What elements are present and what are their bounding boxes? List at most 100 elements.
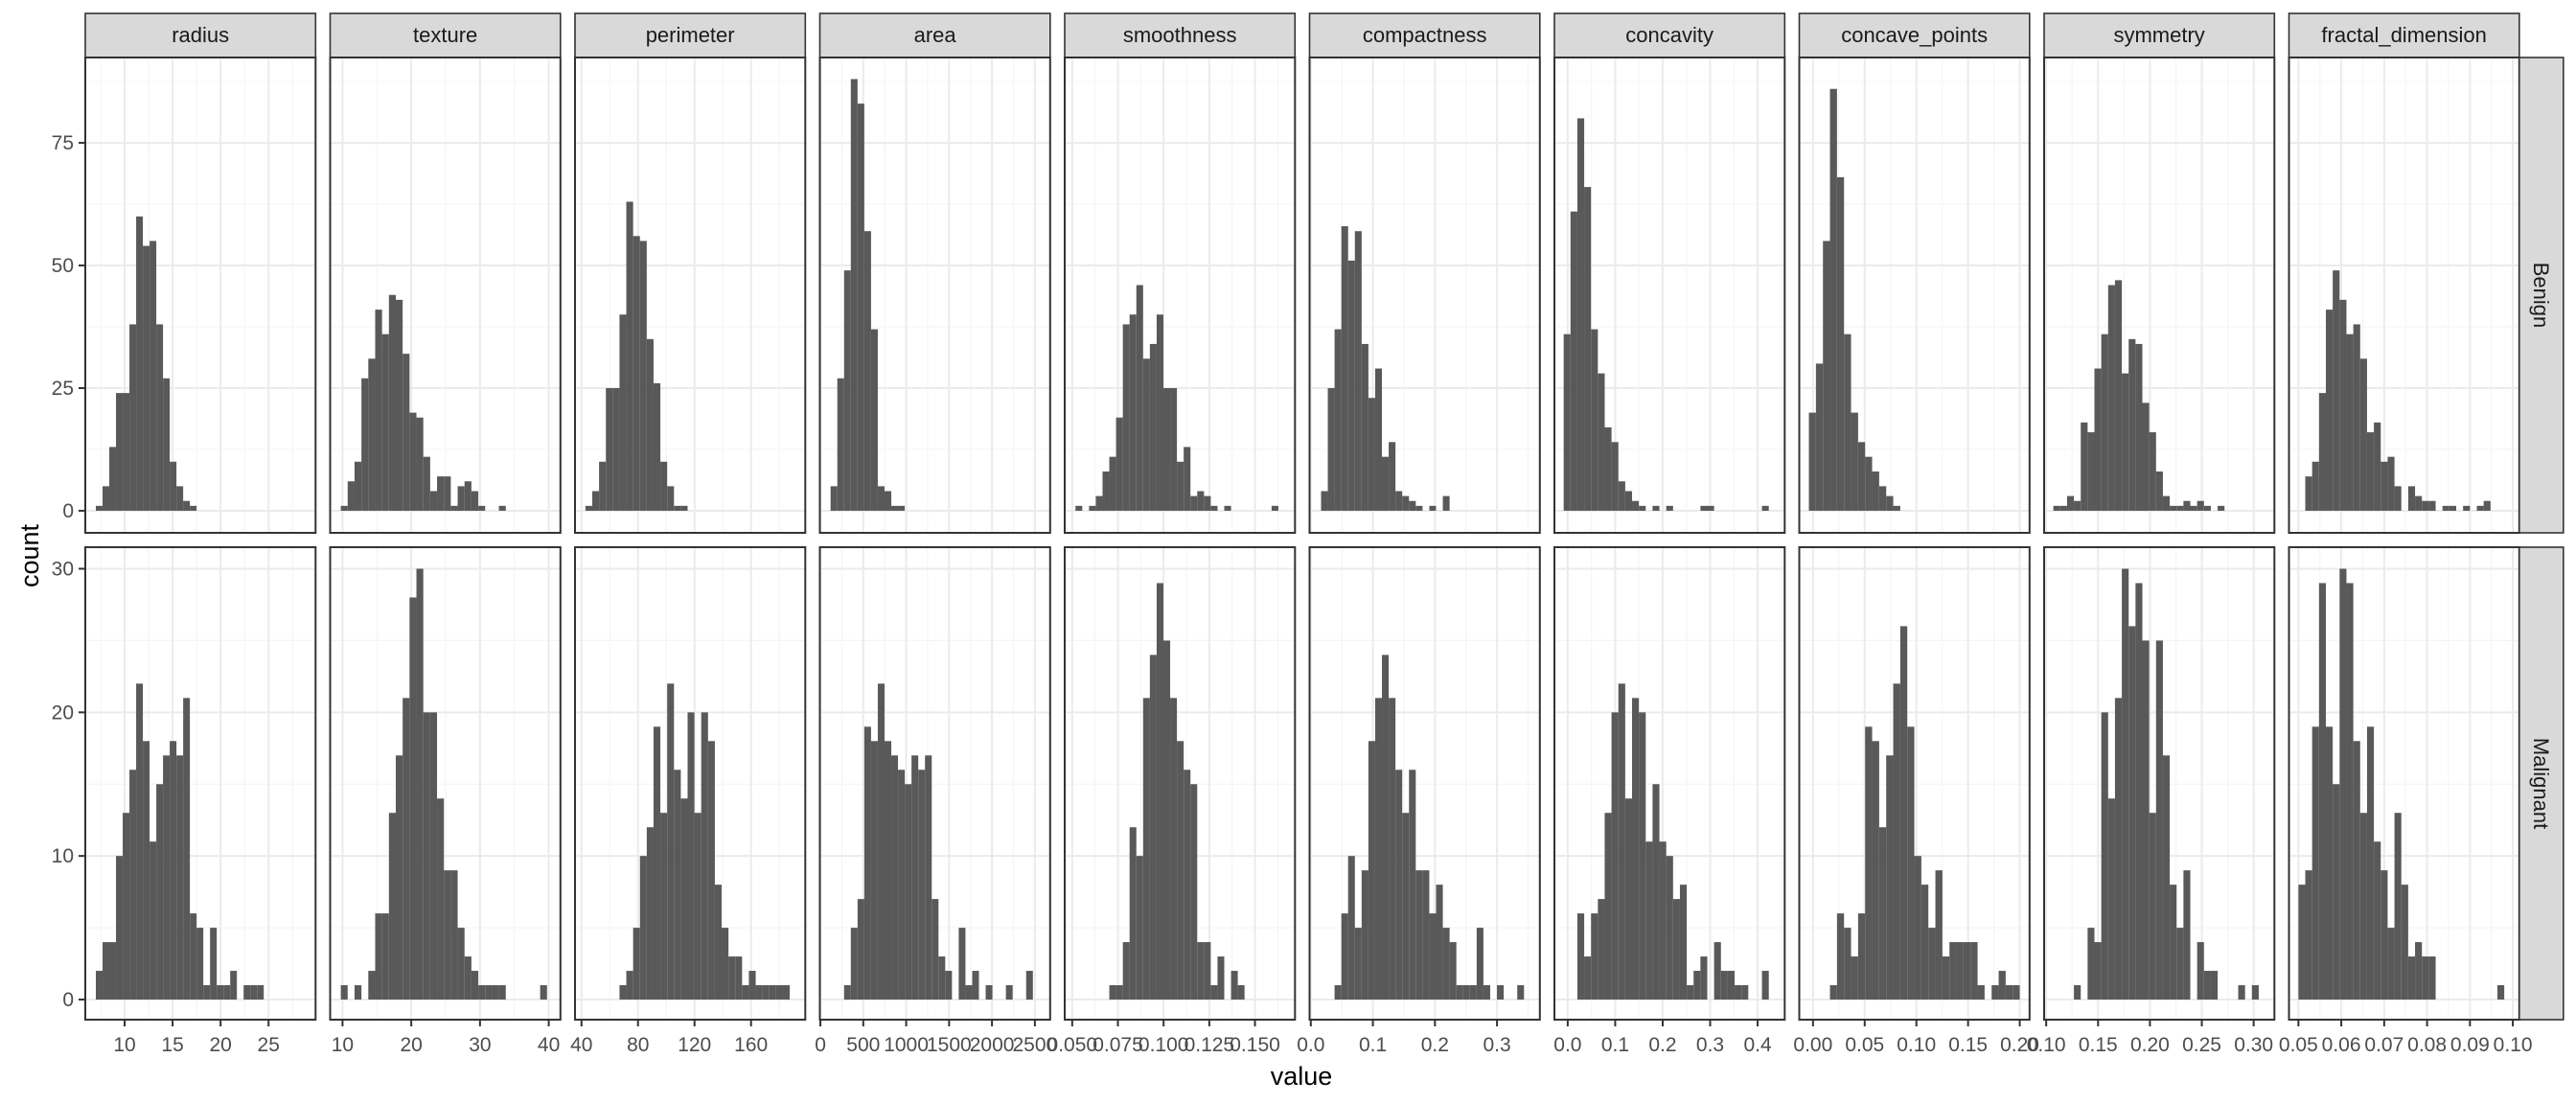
histogram-bar: [1720, 971, 1728, 1000]
histogram-bar: [1415, 505, 1423, 511]
histogram-bar: [190, 505, 197, 511]
x-tick-label: 0.15: [2079, 1034, 2118, 1056]
histogram-bar: [932, 899, 939, 1000]
panel-border: [1553, 546, 1786, 1021]
histogram-bar: [2176, 505, 2184, 511]
histogram-bar: [136, 683, 144, 1000]
x-tick-label: 120: [678, 1034, 711, 1056]
histogram-bar: [498, 505, 506, 511]
histogram-bar: [837, 378, 844, 511]
panel-border: [1064, 57, 1297, 534]
histogram-bar: [2183, 870, 2191, 1000]
histogram-bar: [1872, 472, 1879, 511]
histogram-bar: [1422, 870, 1430, 1000]
histogram-bar: [1129, 827, 1137, 1000]
panel-border: [2043, 57, 2276, 534]
histogram-bar: [1639, 505, 1646, 511]
x-tick-label: 20: [400, 1034, 422, 1056]
histogram-bar: [109, 942, 117, 1000]
histogram-bar: [368, 971, 376, 1000]
panel-border: [574, 546, 807, 1021]
x-tick-label: 10: [332, 1034, 354, 1056]
histogram-bar: [632, 928, 640, 1000]
histogram-bar: [183, 500, 191, 511]
facet-strip-label: area: [914, 23, 957, 47]
histogram-bar: [1666, 505, 1673, 511]
histogram-bar: [653, 382, 661, 511]
facet-strip: [1798, 12, 2031, 58]
histogram-bar: [1321, 491, 1328, 511]
histogram-bar: [2407, 956, 2416, 1000]
histogram-bar: [2353, 741, 2360, 1000]
histogram-bar: [2203, 505, 2211, 511]
histogram-bar: [2005, 985, 2013, 1000]
histogram-bar: [2251, 985, 2259, 1000]
histogram-bar: [375, 913, 382, 1000]
histogram-bar: [639, 241, 647, 511]
histogram-bar: [471, 971, 479, 1000]
histogram-bar: [2210, 971, 2219, 1000]
histogram-bar: [1645, 841, 1653, 1000]
panel-radius-benign: 0 25 50 75: [52, 57, 317, 534]
histogram-bar: [1177, 461, 1184, 511]
x-tick-label: 0.0: [1297, 1034, 1324, 1056]
panel-border: [329, 57, 562, 534]
histogram-bar: [450, 505, 458, 511]
histogram-bar: [1389, 698, 1396, 1000]
histogram-bar: [972, 971, 979, 1000]
histogram-bar: [2149, 432, 2156, 511]
histogram-bar: [925, 755, 932, 1000]
histogram-bar: [2318, 583, 2326, 1000]
histogram-bar: [1652, 784, 1660, 1000]
histogram-bar: [478, 985, 486, 1000]
histogram-bar: [340, 985, 348, 1000]
histogram-bar: [429, 491, 438, 511]
histogram-bar: [1687, 985, 1694, 1000]
histogram-bar: [1374, 368, 1383, 511]
histogram-bar: [707, 741, 715, 1000]
histogram-bar: [2155, 472, 2163, 511]
panel-texture-benign: [329, 57, 562, 534]
histogram-bar: [1341, 226, 1348, 511]
histogram-bar: [850, 79, 858, 511]
panel-symmetry-malignant: 0.10 0.15 0.20 0.25 0.30: [2027, 546, 2276, 1056]
histogram-bar: [1409, 770, 1416, 1000]
histogram-bar: [2449, 505, 2457, 511]
histogram-bar: [694, 813, 702, 1000]
histogram-bar: [396, 299, 403, 511]
histogram-bar: [2305, 870, 2312, 1000]
histogram-bar: [857, 899, 864, 1000]
histogram-bar: [423, 456, 430, 511]
histogram-bar: [2170, 885, 2177, 1000]
histogram-bar: [347, 481, 355, 511]
histogram-bar: [1672, 899, 1680, 1000]
histogram-bar: [485, 985, 493, 1000]
histogram-bar: [1476, 928, 1484, 1000]
histogram-bar: [109, 447, 117, 511]
histogram-bar: [1204, 495, 1211, 511]
histogram-bar: [898, 505, 906, 511]
row-strip: [2518, 57, 2564, 534]
row-strip-label: Malignant: [2529, 738, 2553, 829]
histogram-bar: [1963, 942, 1971, 1000]
histogram-bar: [748, 971, 756, 1000]
histogram-bar: [103, 486, 110, 511]
y-tick-label: 75: [52, 132, 74, 154]
histogram-bar: [1570, 211, 1577, 511]
panel-border: [1064, 546, 1297, 1021]
histogram-bar: [1142, 698, 1150, 1000]
histogram-bar: [2149, 813, 2156, 1000]
row-strip-label: Benign: [2529, 263, 2553, 329]
histogram-bar: [958, 928, 966, 1000]
histogram-bar: [1429, 505, 1437, 511]
histogram-bar: [116, 393, 124, 511]
facet-strip: [2288, 12, 2520, 58]
histogram-bar: [1409, 500, 1416, 511]
histogram-bar: [1395, 491, 1403, 511]
histogram-bar: [2359, 813, 2367, 1000]
histogram-bar: [1102, 472, 1110, 511]
histogram-bar: [2476, 505, 2484, 511]
histogram-bar: [2122, 568, 2129, 1000]
histogram-bar: [1109, 985, 1116, 1000]
histogram-bar: [1857, 442, 1866, 511]
